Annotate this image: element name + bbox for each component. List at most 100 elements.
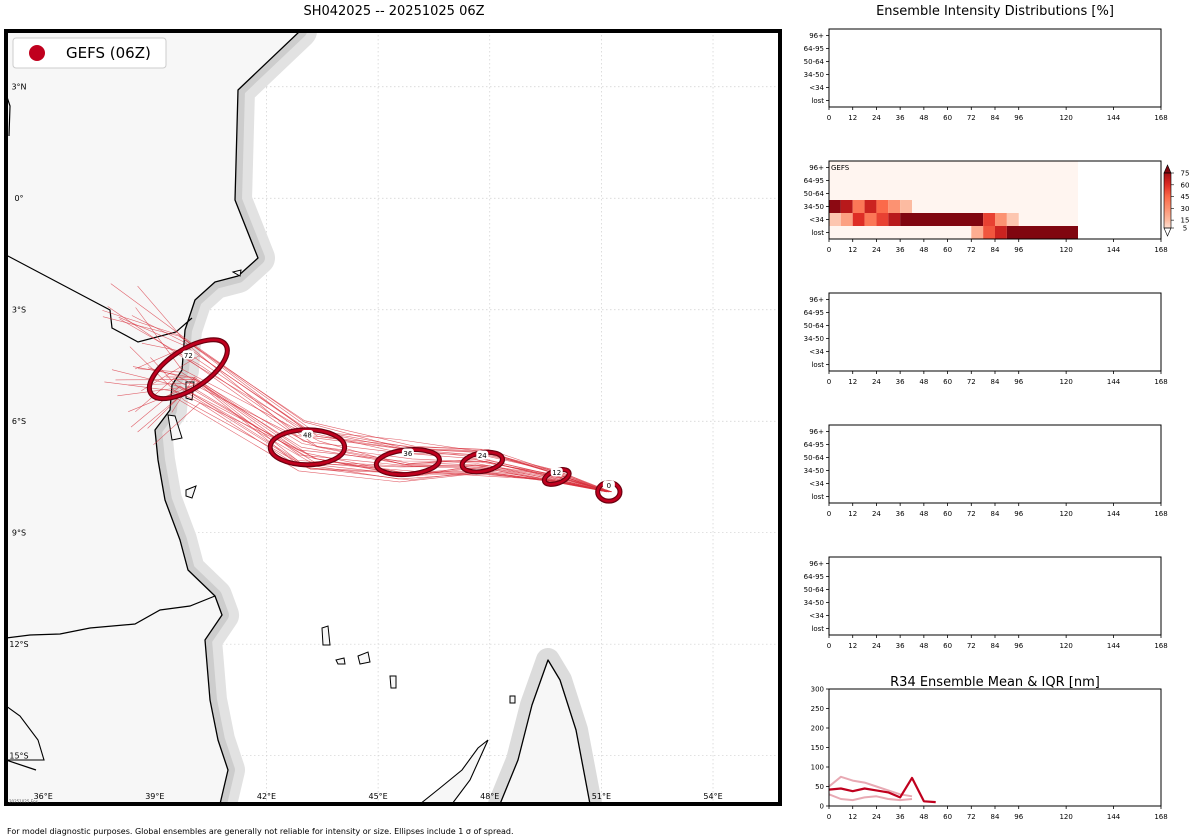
colorbar-swatch	[1164, 180, 1171, 183]
lat-tick-label: 9°S	[12, 529, 26, 538]
x-tick-label: 96	[1014, 114, 1023, 122]
x-tick-label: 24	[872, 246, 881, 254]
colorbar-swatch	[1164, 196, 1171, 198]
lon-tick-label: 45°E	[368, 792, 387, 801]
r34-x-tick-label: 168	[1154, 813, 1167, 821]
panel-label: GEFS	[831, 164, 850, 172]
heat-cell	[864, 213, 877, 226]
x-tick-label: 72	[967, 246, 976, 254]
gefs-legend-marker	[29, 45, 45, 61]
row-label: 50-64	[804, 586, 825, 594]
colorbar-swatch	[1164, 207, 1171, 209]
x-tick-label: 12	[848, 378, 857, 386]
panel-frame	[828, 424, 1162, 504]
colorbar-tick-label: 15	[1181, 217, 1190, 225]
footnote: For model diagnostic purposes. Global en…	[7, 827, 514, 836]
row-label: 64-95	[804, 309, 824, 317]
r34-title: R34 Ensemble Mean & IQR [nm]	[890, 675, 1100, 690]
r34-y-tick-label: 300	[811, 686, 824, 694]
x-tick-label: 12	[848, 246, 857, 254]
heat-cell	[995, 213, 1007, 226]
row-label: <34	[809, 84, 824, 92]
heat-cell	[983, 226, 995, 239]
x-tick-label: 144	[1107, 378, 1121, 386]
x-tick-label: 96	[1014, 510, 1023, 518]
heat-cell	[840, 213, 853, 226]
x-tick-label: 168	[1154, 114, 1167, 122]
x-tick-label: 84	[991, 246, 1000, 254]
intensity-panel-1: 96+ 64-95 50-64 34-50 <34 lost 0 12 24 36 48 60 72 84…	[804, 28, 1168, 122]
colorbar-swatch	[1164, 217, 1171, 219]
colorbar-swatch	[1164, 185, 1171, 187]
colorbar-swatch	[1164, 198, 1171, 200]
x-tick-label: 120	[1059, 246, 1072, 254]
heat-cell	[983, 213, 995, 226]
row-label: lost	[811, 625, 824, 633]
heat-cell	[876, 200, 889, 213]
row-label: 34-50	[804, 599, 824, 607]
colorbar-swatch	[1164, 201, 1171, 203]
colorbar-swatch	[1164, 191, 1171, 194]
heat-cell	[829, 200, 841, 213]
ellipse-ring	[148, 338, 229, 400]
r34-x-tick-label: 60	[943, 813, 952, 821]
x-tick-label: 0	[827, 378, 831, 386]
heat-cell	[888, 213, 901, 226]
colorbar-swatch	[1164, 215, 1171, 217]
x-tick-label: 60	[943, 114, 952, 122]
lon-tick-label: 39°E	[145, 792, 164, 801]
colorbar-swatch	[1164, 225, 1171, 227]
x-tick-label: 72	[967, 642, 976, 650]
row-label: 96+	[809, 560, 824, 568]
lon-tick-label: 51°E	[592, 792, 611, 801]
colorbar-swatch	[1164, 184, 1171, 186]
ellipse-label-bg	[476, 450, 489, 460]
x-tick-label: 48	[919, 114, 928, 122]
x-tick-label: 60	[943, 378, 952, 386]
ellipse-hour-12: 12	[541, 467, 572, 487]
r34-series-iqr-lower	[828, 793, 913, 802]
map-title: SH042025 -- 20251025 06Z	[303, 4, 485, 19]
row-label: lost	[811, 493, 824, 501]
map-frame	[4, 29, 782, 806]
r34-y-tick-label: 50	[815, 783, 824, 791]
colorbar-swatch	[1164, 206, 1171, 209]
r34-series-mean	[828, 776, 936, 804]
ellipse-ring	[268, 428, 346, 466]
colorbar-frame	[1163, 172, 1172, 229]
lon-tick-label: 42°E	[257, 792, 276, 801]
heat-cell	[1006, 213, 1019, 226]
colorbar-tick-label: 5	[1183, 225, 1187, 233]
heat-cell	[1006, 226, 1078, 239]
colorbar-swatch	[1164, 184, 1171, 187]
colorbar-swatch	[1164, 208, 1171, 210]
track-map: 0 12 24 36 48 72 36°E 39°E 42°E 45°E 48°E 51°E 54°E…	[4, 29, 782, 806]
r34-x-tick-label: 72	[967, 813, 976, 821]
x-tick-label: 0	[827, 114, 831, 122]
colorbar-swatch	[1164, 183, 1171, 185]
x-tick-label: 60	[943, 642, 952, 650]
ellipse-label: 12	[552, 469, 561, 477]
x-tick-label: 48	[919, 510, 928, 518]
r34-x-tick-label: 24	[872, 813, 881, 821]
x-tick-label: 36	[896, 378, 905, 386]
colorbar-swatch	[1164, 212, 1171, 214]
ellipse-label: 48	[303, 432, 312, 440]
lon-tick-label: 54°E	[703, 792, 722, 801]
colorbar-swatch	[1164, 210, 1171, 212]
x-tick-label: 120	[1059, 642, 1072, 650]
colorbar-swatch	[1164, 186, 1171, 188]
ellipse-label-bg	[602, 480, 615, 490]
ellipse-hour-0: 0	[595, 480, 623, 504]
x-tick-label: 72	[967, 378, 976, 386]
x-tick-label: 36	[896, 510, 905, 518]
row-label: lost	[811, 97, 824, 105]
x-tick-label: 84	[991, 642, 1000, 650]
lat-tick-label: 0°	[14, 194, 23, 203]
colorbar-swatch	[1164, 175, 1171, 177]
x-tick-label: 36	[896, 114, 905, 122]
colorbar-swatch	[1164, 197, 1171, 199]
r34-y-tick-label: 150	[811, 744, 824, 752]
colorbar-swatch	[1164, 190, 1171, 192]
colorbar-swatch	[1164, 182, 1171, 184]
